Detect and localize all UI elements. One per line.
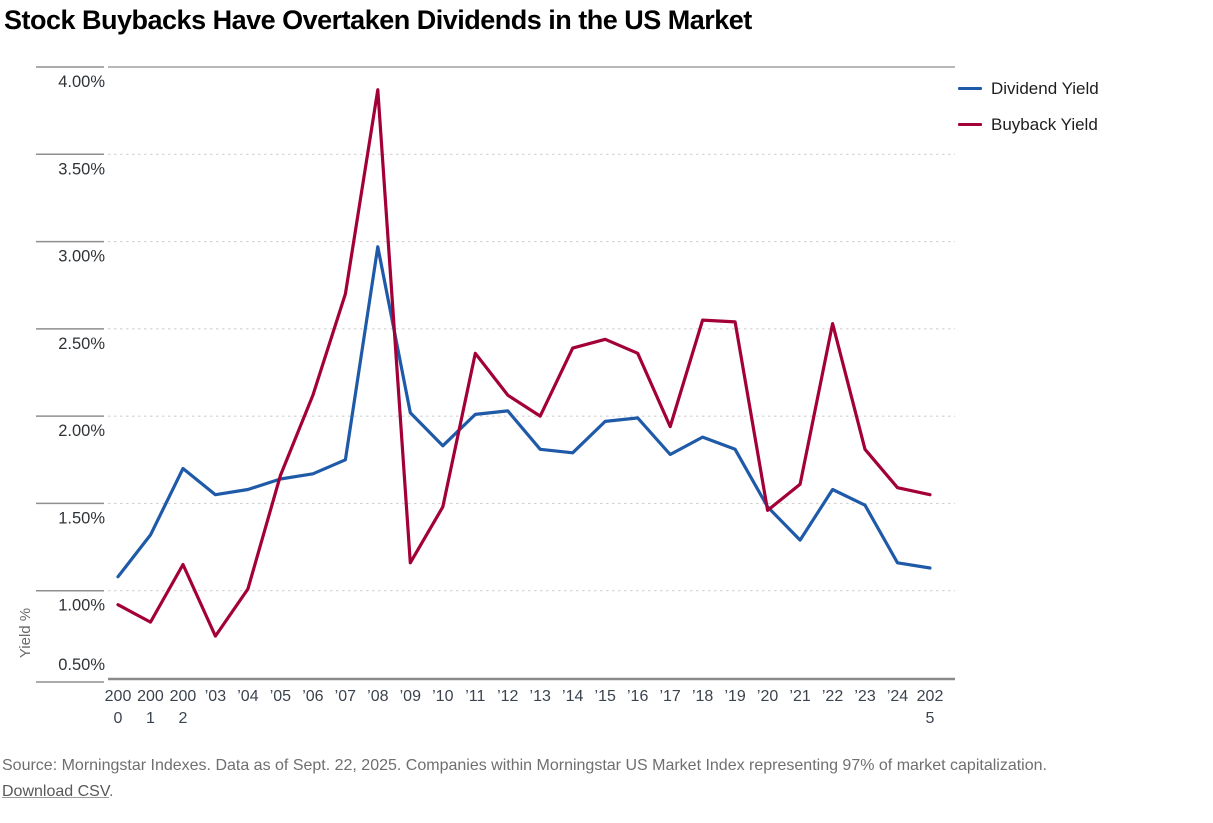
x-axis-tick-label: ’09 [400,688,421,705]
x-axis-tick-label: ’13 [530,688,551,705]
y-axis-tick-label: 2.50% [58,335,105,353]
x-axis-tick-label: ’11 [465,688,485,705]
x-axis-tick-label: 200 0 [105,688,132,727]
x-axis-tick-label: ’16 [627,688,648,705]
y-axis-tick-label: 4.00% [58,73,105,91]
x-axis-tick-label: ’17 [659,688,680,705]
x-axis-tick-label: ’05 [270,688,291,705]
x-axis-tick-label: ’14 [562,688,583,705]
buyback-yield-swatch-icon [958,122,982,127]
legend-label: Dividend Yield [991,79,1099,98]
buyback-yield-line [116,88,932,638]
y-axis-tick-label: 1.50% [58,509,105,527]
x-axis-tick-label: ’08 [367,688,388,705]
x-axis-tick-label: ’10 [432,688,453,705]
legend-item-buyback-yield: Buyback Yield [958,115,1099,134]
x-axis-tick-label: ’24 [887,688,908,705]
x-axis-tick-label: ’06 [302,688,323,705]
y-axis-tick-label: 2.00% [58,422,105,440]
x-axis-tick-label: ’22 [822,688,843,705]
source-block: Source: Morningstar Indexes. Data as of … [2,753,1210,805]
y-axis-tick-label: 0.50% [58,656,105,674]
x-axis-tick-label: ’19 [724,688,745,705]
x-axis-tick-label: ’03 [205,688,226,705]
x-axis-tick-label: ’23 [854,688,875,705]
y-axis-tick-label: 1.00% [58,597,105,615]
legend-item-dividend-yield: Dividend Yield [958,79,1099,98]
chart-title: Stock Buybacks Have Overtaken Dividends … [4,5,752,35]
x-axis-tick-label: ’04 [237,688,258,705]
y-axis-tick-label: 3.00% [58,248,105,266]
y-axis-title: Yield % [17,608,34,658]
x-axis-tick-label: ’21 [789,688,810,705]
x-axis-tick-label: ’15 [595,688,616,705]
chart-legend: Dividend Yield Buyback Yield [958,79,1099,151]
dividend-yield-line [116,245,932,579]
x-axis-tick-label: ’20 [757,688,778,705]
x-axis-tick-label: 200 2 [170,688,197,727]
x-axis-tick-label: 202 5 [917,688,944,727]
y-axis-tick-label: 3.50% [58,160,105,178]
legend-label: Buyback Yield [991,115,1098,134]
x-axis-tick-label: ’12 [497,688,518,705]
x-axis-tick-label: 200 1 [137,688,164,727]
source-text: Source: Morningstar Indexes. Data as of … [2,757,1047,774]
x-axis-tick-label: ’07 [335,688,356,705]
download-link-suffix: . [109,783,114,800]
dividend-yield-swatch-icon [958,86,982,91]
x-axis-tick-label: ’18 [692,688,713,705]
download-csv-link[interactable]: Download CSV [2,783,110,800]
